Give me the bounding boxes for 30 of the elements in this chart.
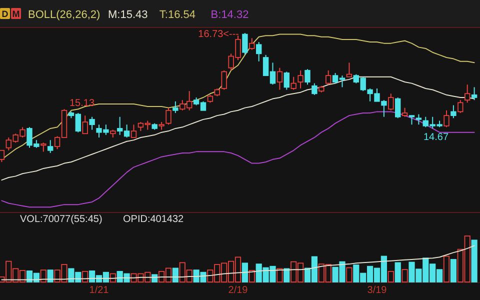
- x-tick-label: 2/19: [228, 285, 248, 296]
- letter-button: M: [11, 8, 21, 19]
- bar: [471, 240, 478, 282]
- bar: [450, 259, 456, 282]
- bar: [40, 270, 46, 282]
- bar: [172, 268, 178, 282]
- text: M:15.43: [108, 9, 148, 21]
- chart-title: VOL:70077(55:45): [20, 214, 102, 225]
- bar: [443, 256, 450, 282]
- bar: [346, 267, 352, 282]
- bar: [47, 270, 54, 282]
- text: OPID:401432: [123, 214, 184, 225]
- x-tick-label: 3/19: [367, 285, 388, 296]
- bar: [276, 268, 283, 282]
- bar: [82, 270, 88, 282]
- bar: [394, 262, 401, 282]
- bar: [284, 268, 290, 282]
- bar: [388, 270, 394, 282]
- bar: [248, 270, 255, 282]
- annotation: 15.13: [69, 98, 95, 109]
- chart-title: BOLL(26,26,2): [28, 9, 100, 21]
- bar: [242, 262, 248, 282]
- text: B:14.32: [210, 9, 249, 21]
- annotation: 14.67: [423, 132, 449, 143]
- annotation: 16.73<---: [198, 29, 239, 40]
- letter-button: D: [0, 8, 10, 19]
- x-tick-label: 1/21: [89, 285, 110, 296]
- bar: [402, 269, 408, 282]
- candlestick: [276, 67, 283, 90]
- text: T:16.54: [159, 9, 196, 21]
